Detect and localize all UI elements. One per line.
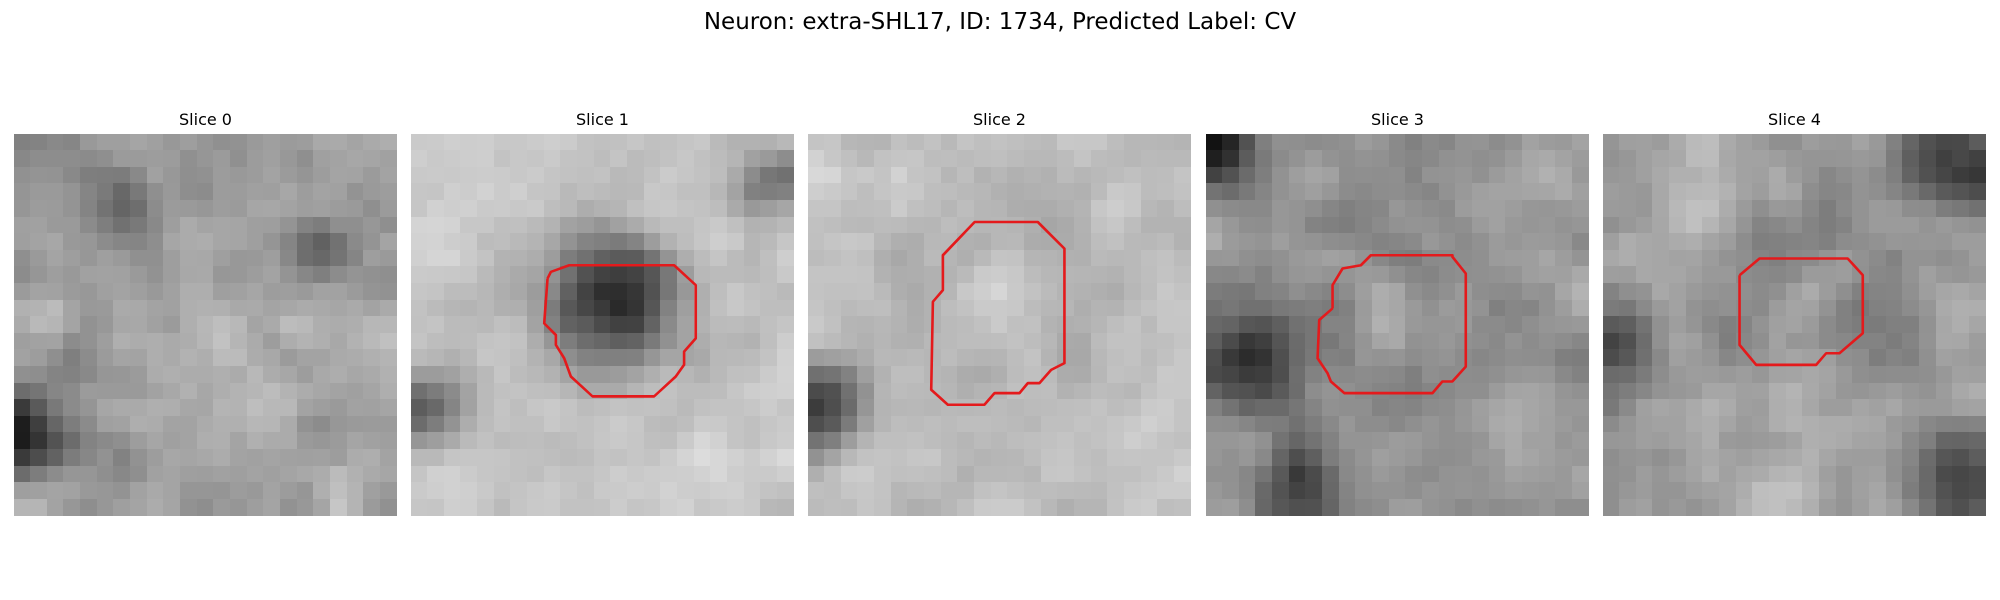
figure-title: Neuron: extra-SHL17, ID: 1734, Predicted…: [703, 9, 1297, 35]
slice-panel-3: Slice 3: [1206, 110, 1589, 516]
slice-title: Slice 0: [179, 110, 232, 129]
slice-panel-1: Slice 1: [411, 110, 794, 516]
slice-title: Slice 1: [576, 110, 629, 129]
slice-image: [808, 134, 1191, 516]
slice-title: Slice 2: [973, 110, 1026, 129]
slice-panel-0: Slice 0: [14, 110, 397, 516]
slice-image: [1603, 134, 1986, 516]
slice-panel-4: Slice 4: [1603, 110, 1986, 516]
slice-image: [411, 134, 794, 516]
slice-title: Slice 3: [1371, 110, 1424, 129]
slice-image: [14, 134, 397, 516]
slice-panel-2: Slice 2: [808, 110, 1191, 516]
slice-title: Slice 4: [1768, 110, 1821, 129]
slice-image: [1206, 134, 1589, 516]
